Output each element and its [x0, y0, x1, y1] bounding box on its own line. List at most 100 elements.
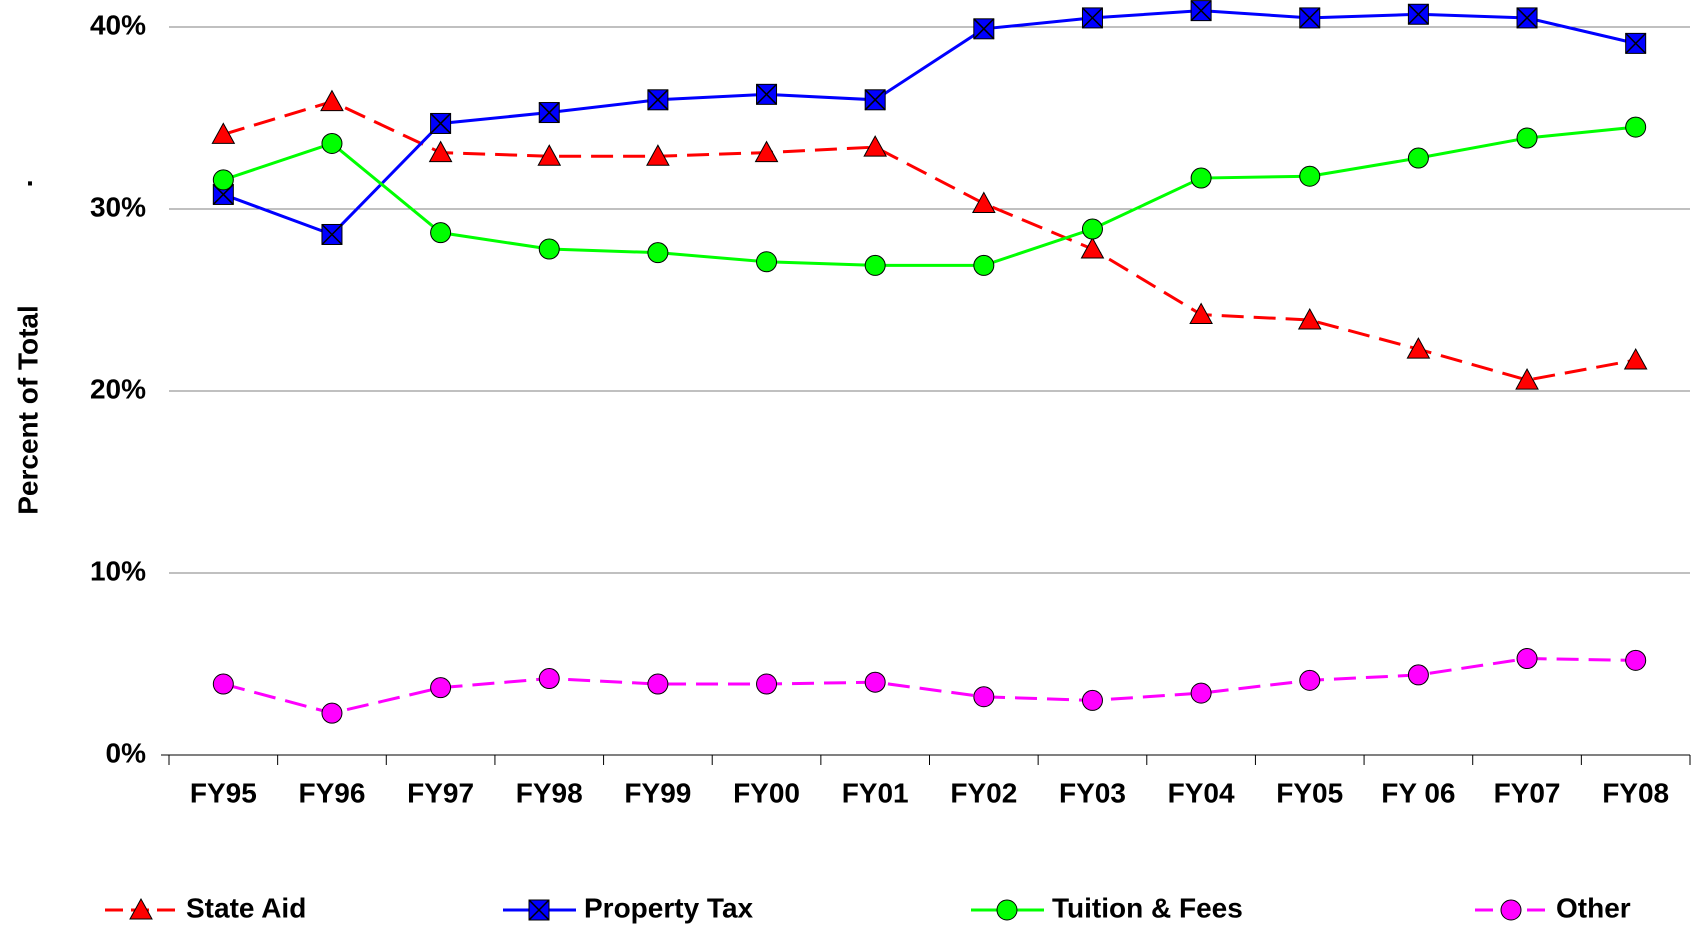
- x-tick-label: FY 06: [1381, 777, 1455, 808]
- legend-label: Other: [1556, 892, 1631, 923]
- x-tick-label: FY08: [1602, 777, 1669, 808]
- marker: [1515, 368, 1539, 390]
- marker: [864, 671, 886, 693]
- x-tick-label: FY99: [624, 777, 691, 808]
- marker: [864, 89, 886, 111]
- marker: [756, 251, 778, 273]
- marker: [1406, 337, 1431, 359]
- marker: [538, 102, 560, 124]
- x-tick-label: FY03: [1059, 777, 1126, 808]
- y-axis-label: Percent of Total: [12, 305, 43, 515]
- y-tick-label: 0%: [106, 737, 147, 768]
- marker: [647, 242, 669, 264]
- marker: [1081, 689, 1103, 711]
- marker-cross: [1516, 7, 1538, 29]
- marker: [1081, 7, 1103, 29]
- x-tick-label: FY95: [190, 777, 257, 808]
- marker-cross: [647, 89, 669, 111]
- x-tick-label: FY97: [407, 777, 474, 808]
- marker: [321, 223, 343, 246]
- marker: [1516, 7, 1538, 29]
- marker: [1625, 649, 1647, 671]
- marker: [647, 89, 669, 111]
- legend-marker: [996, 899, 1018, 921]
- marker: [538, 668, 560, 690]
- marker: [212, 673, 234, 695]
- marker: [756, 673, 778, 695]
- marker: [321, 132, 343, 154]
- marker: [1297, 307, 1322, 330]
- legend-marker: [1500, 899, 1522, 921]
- marker-cross: [1190, 0, 1212, 22]
- y-tick-label: 30%: [90, 191, 146, 222]
- marker: [1081, 218, 1103, 240]
- legend-marker: [528, 899, 550, 921]
- marker: [973, 254, 995, 276]
- marker: [1299, 7, 1321, 29]
- marker: [212, 169, 234, 191]
- marker: [321, 702, 343, 724]
- marker: [538, 238, 560, 260]
- marker: [1080, 237, 1105, 259]
- marker: [1299, 165, 1321, 187]
- series-line: [222, 9, 1637, 237]
- marker: [1516, 648, 1538, 670]
- x-tick-label: FY02: [950, 777, 1017, 808]
- marker-cross: [756, 83, 778, 105]
- marker-cross: [973, 18, 995, 40]
- legend-label: Property Tax: [584, 892, 754, 923]
- x-tick-label: FY07: [1494, 777, 1561, 808]
- marker: [1407, 664, 1429, 686]
- marker: [430, 222, 452, 244]
- x-tick-label: FY00: [733, 777, 800, 808]
- marker: [973, 18, 995, 40]
- marker-cross: [321, 223, 343, 246]
- marker: [864, 254, 886, 276]
- x-tick-label: FY01: [842, 777, 909, 808]
- marker: [320, 89, 344, 112]
- marker-cross: [528, 899, 550, 921]
- x-tick-label: FY98: [516, 777, 583, 808]
- legend-label: Tuition & Fees: [1052, 892, 1243, 923]
- marker: [1190, 167, 1212, 189]
- marker: [1190, 0, 1212, 22]
- marker: [973, 686, 995, 708]
- marker: [1625, 32, 1647, 54]
- marker-cross: [1299, 7, 1321, 29]
- series-line: [222, 100, 1636, 382]
- marker: [756, 83, 778, 105]
- y-tick-label: 20%: [90, 373, 146, 404]
- marker: [754, 140, 779, 163]
- x-tick-label: FY05: [1276, 777, 1343, 808]
- y-tick-label: 10%: [90, 555, 146, 586]
- marker: [537, 144, 562, 166]
- legend-marker: [129, 897, 153, 920]
- legend-label: State Aid: [186, 892, 306, 923]
- y-axis-mark: .: [26, 160, 34, 191]
- marker: [430, 677, 452, 699]
- marker: [1407, 147, 1429, 169]
- marker: [428, 140, 453, 163]
- marker: [1516, 127, 1538, 149]
- marker: [863, 135, 888, 157]
- x-tick-label: FY96: [298, 777, 365, 808]
- marker: [647, 673, 669, 695]
- marker: [646, 144, 670, 166]
- marker-cross: [538, 102, 560, 124]
- marker: [1189, 302, 1213, 325]
- marker-cross: [864, 89, 886, 111]
- marker: [1623, 348, 1648, 370]
- marker: [430, 112, 452, 134]
- marker: [211, 122, 236, 144]
- marker: [1190, 682, 1212, 704]
- marker: [1407, 3, 1429, 25]
- series-line: [222, 125, 1636, 267]
- series-line: [222, 657, 1636, 715]
- marker: [971, 191, 996, 214]
- marker-cross: [430, 112, 452, 134]
- y-tick-label: 40%: [90, 9, 146, 40]
- x-tick-label: FY04: [1168, 777, 1235, 808]
- marker-cross: [1625, 32, 1647, 54]
- marker-cross: [1407, 3, 1429, 25]
